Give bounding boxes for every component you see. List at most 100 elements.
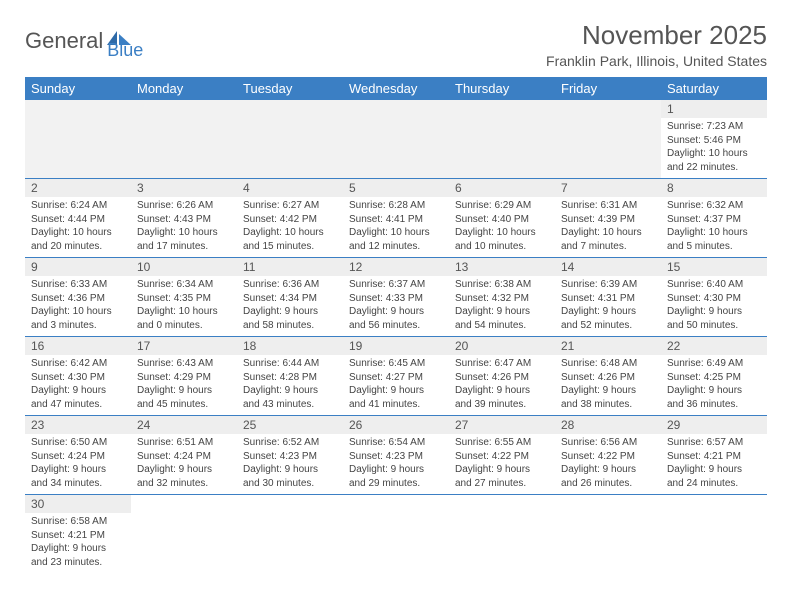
calendar-day-cell: 3Sunrise: 6:26 AMSunset: 4:43 PMDaylight… <box>131 179 237 258</box>
calendar-day-cell: 4Sunrise: 6:27 AMSunset: 4:42 PMDaylight… <box>237 179 343 258</box>
day-details: Sunrise: 6:42 AMSunset: 4:30 PMDaylight:… <box>25 355 131 415</box>
calendar-empty-cell <box>343 495 449 574</box>
day-number: 22 <box>661 337 767 355</box>
page-title: November 2025 <box>546 20 767 51</box>
calendar-day-cell: 26Sunrise: 6:54 AMSunset: 4:23 PMDayligh… <box>343 416 449 495</box>
day-number: 10 <box>131 258 237 276</box>
title-block: November 2025 Franklin Park, Illinois, U… <box>546 20 767 69</box>
weekday-header: Sunday <box>25 77 131 100</box>
day-number: 30 <box>25 495 131 513</box>
calendar-day-cell: 19Sunrise: 6:45 AMSunset: 4:27 PMDayligh… <box>343 337 449 416</box>
day-details: Sunrise: 6:36 AMSunset: 4:34 PMDaylight:… <box>237 276 343 336</box>
day-details: Sunrise: 6:39 AMSunset: 4:31 PMDaylight:… <box>555 276 661 336</box>
day-number: 17 <box>131 337 237 355</box>
day-number: 8 <box>661 179 767 197</box>
calendar-day-cell: 7Sunrise: 6:31 AMSunset: 4:39 PMDaylight… <box>555 179 661 258</box>
day-number: 16 <box>25 337 131 355</box>
day-details: Sunrise: 6:49 AMSunset: 4:25 PMDaylight:… <box>661 355 767 415</box>
day-number: 12 <box>343 258 449 276</box>
calendar-week-row: 23Sunrise: 6:50 AMSunset: 4:24 PMDayligh… <box>25 416 767 495</box>
day-number: 14 <box>555 258 661 276</box>
day-details: Sunrise: 6:40 AMSunset: 4:30 PMDaylight:… <box>661 276 767 336</box>
logo-text-1: General <box>25 28 103 54</box>
day-details: Sunrise: 6:47 AMSunset: 4:26 PMDaylight:… <box>449 355 555 415</box>
calendar-day-cell: 11Sunrise: 6:36 AMSunset: 4:34 PMDayligh… <box>237 258 343 337</box>
calendar-empty-cell <box>555 100 661 179</box>
day-number: 19 <box>343 337 449 355</box>
calendar-day-cell: 14Sunrise: 6:39 AMSunset: 4:31 PMDayligh… <box>555 258 661 337</box>
calendar-empty-cell <box>555 495 661 574</box>
calendar-day-cell: 9Sunrise: 6:33 AMSunset: 4:36 PMDaylight… <box>25 258 131 337</box>
calendar-day-cell: 8Sunrise: 6:32 AMSunset: 4:37 PMDaylight… <box>661 179 767 258</box>
weekday-header: Tuesday <box>237 77 343 100</box>
day-number: 1 <box>661 100 767 118</box>
calendar-day-cell: 28Sunrise: 6:56 AMSunset: 4:22 PMDayligh… <box>555 416 661 495</box>
calendar-day-cell: 30Sunrise: 6:58 AMSunset: 4:21 PMDayligh… <box>25 495 131 574</box>
day-details: Sunrise: 6:27 AMSunset: 4:42 PMDaylight:… <box>237 197 343 257</box>
weekday-header: Thursday <box>449 77 555 100</box>
calendar-day-cell: 6Sunrise: 6:29 AMSunset: 4:40 PMDaylight… <box>449 179 555 258</box>
day-details: Sunrise: 6:44 AMSunset: 4:28 PMDaylight:… <box>237 355 343 415</box>
day-number: 23 <box>25 416 131 434</box>
day-number: 4 <box>237 179 343 197</box>
calendar-day-cell: 15Sunrise: 6:40 AMSunset: 4:30 PMDayligh… <box>661 258 767 337</box>
calendar-day-cell: 27Sunrise: 6:55 AMSunset: 4:22 PMDayligh… <box>449 416 555 495</box>
weekday-header: Saturday <box>661 77 767 100</box>
calendar-day-cell: 20Sunrise: 6:47 AMSunset: 4:26 PMDayligh… <box>449 337 555 416</box>
day-number: 15 <box>661 258 767 276</box>
day-number: 20 <box>449 337 555 355</box>
day-details: Sunrise: 6:29 AMSunset: 4:40 PMDaylight:… <box>449 197 555 257</box>
day-details: Sunrise: 6:24 AMSunset: 4:44 PMDaylight:… <box>25 197 131 257</box>
calendar-empty-cell <box>131 100 237 179</box>
calendar-empty-cell <box>237 100 343 179</box>
calendar-day-cell: 25Sunrise: 6:52 AMSunset: 4:23 PMDayligh… <box>237 416 343 495</box>
calendar-empty-cell <box>449 100 555 179</box>
day-number: 13 <box>449 258 555 276</box>
calendar-empty-cell <box>661 495 767 574</box>
calendar-empty-cell <box>25 100 131 179</box>
calendar-day-cell: 2Sunrise: 6:24 AMSunset: 4:44 PMDaylight… <box>25 179 131 258</box>
day-number: 25 <box>237 416 343 434</box>
day-details: Sunrise: 6:43 AMSunset: 4:29 PMDaylight:… <box>131 355 237 415</box>
day-number: 7 <box>555 179 661 197</box>
calendar-day-cell: 12Sunrise: 6:37 AMSunset: 4:33 PMDayligh… <box>343 258 449 337</box>
day-number: 24 <box>131 416 237 434</box>
calendar-day-cell: 22Sunrise: 6:49 AMSunset: 4:25 PMDayligh… <box>661 337 767 416</box>
day-details: Sunrise: 6:55 AMSunset: 4:22 PMDaylight:… <box>449 434 555 494</box>
calendar-day-cell: 1Sunrise: 7:23 AMSunset: 5:46 PMDaylight… <box>661 100 767 179</box>
day-number: 11 <box>237 258 343 276</box>
weekday-header: Wednesday <box>343 77 449 100</box>
day-details: Sunrise: 6:50 AMSunset: 4:24 PMDaylight:… <box>25 434 131 494</box>
weekday-header: Friday <box>555 77 661 100</box>
day-number: 5 <box>343 179 449 197</box>
calendar-day-cell: 24Sunrise: 6:51 AMSunset: 4:24 PMDayligh… <box>131 416 237 495</box>
day-number: 6 <box>449 179 555 197</box>
day-number: 26 <box>343 416 449 434</box>
calendar-week-row: 2Sunrise: 6:24 AMSunset: 4:44 PMDaylight… <box>25 179 767 258</box>
calendar-day-cell: 10Sunrise: 6:34 AMSunset: 4:35 PMDayligh… <box>131 258 237 337</box>
location-text: Franklin Park, Illinois, United States <box>546 53 767 69</box>
day-details: Sunrise: 6:31 AMSunset: 4:39 PMDaylight:… <box>555 197 661 257</box>
day-details: Sunrise: 6:54 AMSunset: 4:23 PMDaylight:… <box>343 434 449 494</box>
calendar-empty-cell <box>449 495 555 574</box>
calendar-day-cell: 16Sunrise: 6:42 AMSunset: 4:30 PMDayligh… <box>25 337 131 416</box>
header: General Blue November 2025 Franklin Park… <box>25 20 767 69</box>
calendar-week-row: 1Sunrise: 7:23 AMSunset: 5:46 PMDaylight… <box>25 100 767 179</box>
day-details: Sunrise: 6:33 AMSunset: 4:36 PMDaylight:… <box>25 276 131 336</box>
day-details: Sunrise: 7:23 AMSunset: 5:46 PMDaylight:… <box>661 118 767 178</box>
day-number: 9 <box>25 258 131 276</box>
day-number: 3 <box>131 179 237 197</box>
day-details: Sunrise: 6:56 AMSunset: 4:22 PMDaylight:… <box>555 434 661 494</box>
calendar-week-row: 16Sunrise: 6:42 AMSunset: 4:30 PMDayligh… <box>25 337 767 416</box>
day-details: Sunrise: 6:38 AMSunset: 4:32 PMDaylight:… <box>449 276 555 336</box>
day-details: Sunrise: 6:28 AMSunset: 4:41 PMDaylight:… <box>343 197 449 257</box>
calendar-empty-cell <box>237 495 343 574</box>
day-number: 18 <box>237 337 343 355</box>
calendar-day-cell: 17Sunrise: 6:43 AMSunset: 4:29 PMDayligh… <box>131 337 237 416</box>
weekday-header: Monday <box>131 77 237 100</box>
day-number: 29 <box>661 416 767 434</box>
day-number: 27 <box>449 416 555 434</box>
calendar-day-cell: 23Sunrise: 6:50 AMSunset: 4:24 PMDayligh… <box>25 416 131 495</box>
day-number: 2 <box>25 179 131 197</box>
calendar-day-cell: 21Sunrise: 6:48 AMSunset: 4:26 PMDayligh… <box>555 337 661 416</box>
